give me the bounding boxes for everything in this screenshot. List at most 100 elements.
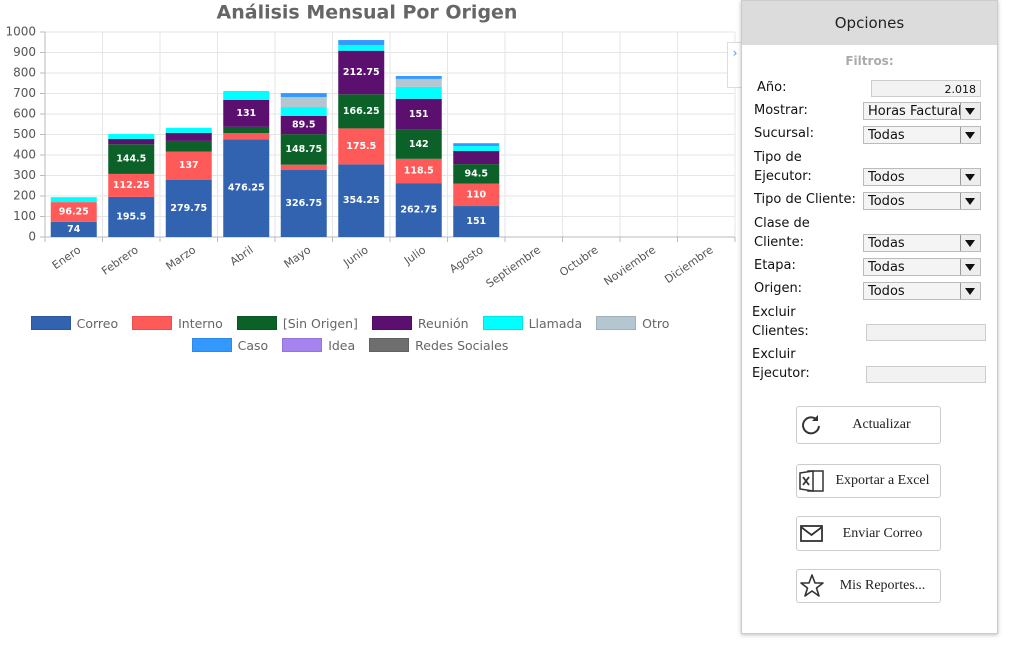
select-value: Todas	[868, 236, 905, 251]
year-input[interactable]: 2.018	[871, 80, 981, 97]
bar-segment	[453, 164, 500, 184]
text-input[interactable]	[866, 324, 986, 341]
bar-segment	[108, 173, 155, 197]
bar-segment	[50, 202, 97, 222]
x-tick-label: Julio	[401, 243, 428, 268]
select[interactable]: Todos	[863, 282, 981, 300]
bar-segment	[108, 134, 155, 139]
data-label: 354.25	[343, 195, 380, 206]
select-value: Todas	[868, 260, 905, 275]
y-tick-label: 700	[13, 86, 36, 100]
legend-item[interactable]: Interno	[132, 315, 223, 331]
grid	[45, 31, 736, 238]
legend-swatch	[369, 338, 410, 352]
legend-item[interactable]: [Sin Origen]	[236, 315, 358, 331]
data-label: 262.75	[400, 205, 437, 216]
bar-segment	[453, 146, 500, 152]
data-label: 279.75	[170, 203, 207, 214]
data-label: 166.25	[343, 106, 380, 117]
bar-segment	[395, 76, 442, 79]
bar-segment	[338, 94, 385, 129]
y-tick-label: 600	[13, 107, 36, 121]
email-button[interactable]: Enviar Correo	[796, 516, 941, 551]
legend-swatch	[371, 316, 412, 330]
select[interactable]: Horas Facturab	[863, 102, 981, 120]
legend-swatch	[236, 316, 277, 330]
reports-button[interactable]: Mis Reportes...	[796, 569, 941, 603]
bar-segment	[223, 126, 270, 134]
x-tick-label: Abril	[228, 243, 256, 268]
data-label: 118.5	[404, 165, 434, 176]
data-label: 110	[466, 189, 486, 200]
bar-segment	[338, 50, 385, 95]
x-tick-label: Septiembre	[484, 243, 544, 290]
legend-item[interactable]: Llamada	[482, 315, 583, 331]
panel-title: Opciones	[742, 1, 997, 45]
field-label: Tipo de Ejecutor:	[754, 150, 812, 184]
y-tick-label: 1000	[5, 25, 36, 39]
select[interactable]: Todos	[863, 192, 981, 210]
data-label: 175.5	[346, 141, 376, 152]
select-value: Todos	[868, 170, 905, 185]
y-tick-label: 800	[13, 66, 36, 80]
legend-item[interactable]: Idea	[282, 337, 355, 353]
y-tick-label: 500	[13, 127, 36, 141]
bar-segment	[108, 138, 155, 145]
bar-segment	[395, 98, 442, 130]
x-tick-label: Enero	[50, 243, 84, 272]
field-label: Excluir Ejecutor:	[752, 347, 810, 381]
bar-segment	[223, 139, 270, 237]
refresh-button[interactable]: Actualizar	[796, 406, 941, 444]
bar-segment	[338, 164, 385, 237]
bar-segment	[165, 179, 212, 237]
legend-label: Llamada	[528, 315, 583, 331]
x-tick-label: Diciembre	[662, 243, 716, 286]
x-tick-label: Junio	[340, 243, 371, 270]
field-label: Origen:	[754, 281, 803, 296]
data-label: 137	[179, 160, 199, 171]
bar-segment	[395, 86, 442, 99]
y-tick-label: 900	[13, 45, 36, 59]
bar-segment	[280, 164, 327, 171]
legend-label: Reunión	[417, 315, 469, 331]
chart-title: Análisis Mensual Por Origen	[217, 2, 518, 24]
legend-item[interactable]: Correo	[30, 315, 119, 331]
data-label: 151	[409, 109, 429, 120]
data-label: 94.5	[465, 168, 488, 179]
legend-item[interactable]: Otro	[596, 315, 669, 331]
bar-segment	[223, 100, 270, 127]
bar-segment	[165, 127, 212, 133]
select[interactable]: Todas	[863, 258, 981, 276]
bar-segment	[280, 170, 327, 237]
legend-label: Correo	[76, 315, 119, 331]
bar-segment	[453, 183, 500, 207]
bar-segment	[453, 143, 500, 147]
chart: Análisis Mensual Por Origen 0 100 200 300 40…	[5, 2, 736, 290]
select[interactable]: Todas	[863, 234, 981, 252]
panel-toggle[interactable]: ›	[727, 42, 742, 88]
select[interactable]: Todas	[863, 126, 981, 144]
refresh-icon	[802, 415, 820, 435]
legend-item[interactable]: Caso	[191, 337, 269, 353]
select-value: Todos	[868, 194, 905, 209]
legend-item[interactable]: Reunión	[371, 315, 469, 331]
text-input[interactable]	[866, 366, 986, 383]
bar-segment	[338, 128, 385, 165]
legend-label: Caso	[237, 337, 269, 353]
star-icon	[800, 574, 824, 597]
field-label: Etapa:	[754, 258, 796, 273]
data-label: 476.25	[228, 183, 265, 194]
legend-item[interactable]: Redes Sociales	[369, 337, 508, 353]
bar-segment	[395, 183, 442, 237]
excel-icon	[799, 470, 824, 492]
data-label: 151	[466, 216, 486, 227]
bar-segment	[165, 151, 212, 180]
legend-label: Idea	[328, 337, 356, 353]
y-tick-label: 400	[13, 148, 36, 162]
button-label: Exportar a Excel	[835, 473, 930, 488]
excel-button[interactable]: Exportar a Excel	[796, 464, 941, 498]
field-label: Mostrar:	[754, 103, 808, 118]
legend-swatch	[482, 316, 523, 330]
select[interactable]: Todos	[863, 168, 981, 186]
